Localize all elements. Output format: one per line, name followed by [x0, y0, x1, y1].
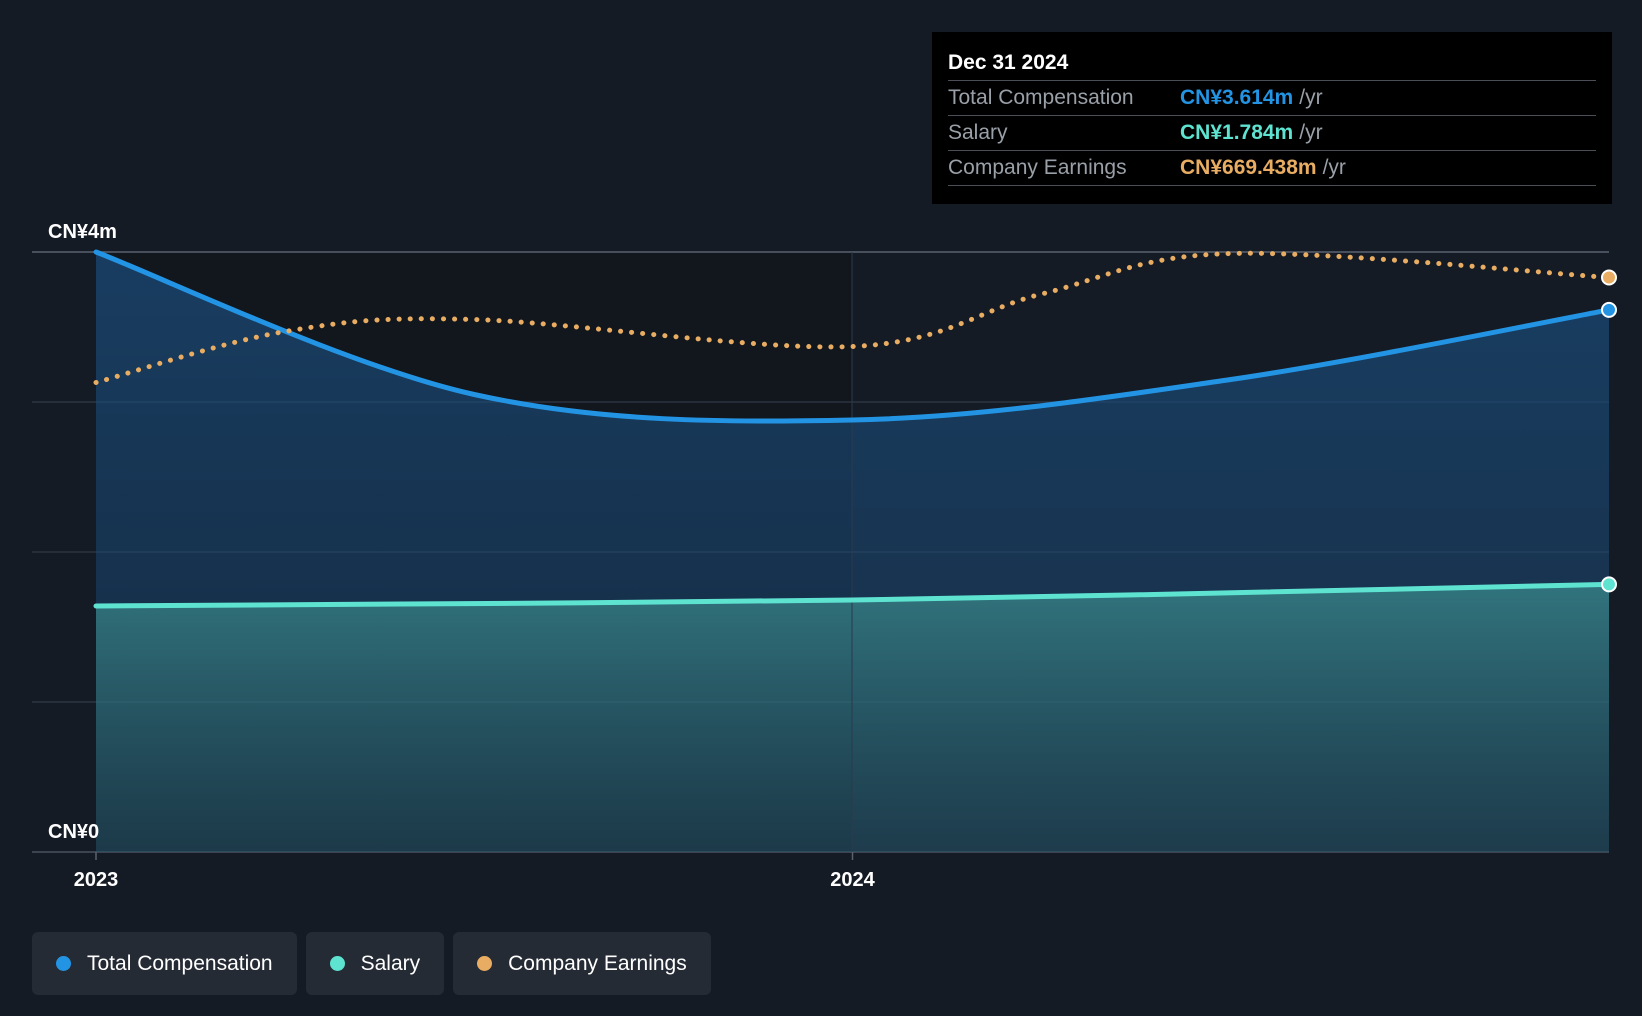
legend-dot-icon	[477, 956, 493, 971]
line-company-earnings	[93, 250, 1612, 385]
tooltip-label: Total Compensation	[948, 86, 1134, 109]
legend-salary[interactable]: Salary	[305, 932, 445, 995]
legend-label: Total Compensation	[87, 951, 273, 975]
y-axis-bottom-label: CN¥0	[48, 821, 99, 843]
legend-dot-icon	[56, 956, 71, 971]
tooltip-row-total-compensation: Total Compensation CN¥3.614m /yr	[948, 81, 1596, 116]
legend-label: Company Earnings	[508, 951, 687, 975]
tooltip-label: Salary	[948, 121, 1008, 144]
line-salary	[93, 581, 1612, 609]
endpoint-salary	[1601, 576, 1617, 593]
x-tick-label: 2024	[830, 869, 875, 891]
tooltip-value: CN¥669.438m	[1180, 156, 1317, 179]
series-lines	[93, 249, 1617, 609]
tooltip-value: CN¥1.784m	[1180, 121, 1294, 144]
tooltip-label: Company Earnings	[948, 156, 1127, 179]
axis-labels: CN¥4m CN¥0 2023 2024	[48, 221, 876, 891]
endpoint-company-earnings	[1601, 269, 1617, 286]
legend-dot-icon	[329, 956, 345, 971]
x-tick-label: 2023	[74, 869, 119, 891]
tooltip-row-company-earnings: Company Earnings CN¥669.438m /yr	[948, 151, 1596, 186]
endpoint-total-compensation	[1601, 301, 1617, 318]
tooltip-unit: /yr	[1299, 86, 1323, 109]
legend: Total Compensation Salary Company Earnin…	[32, 932, 711, 995]
tooltip-date: Dec 31 2024	[948, 46, 1596, 81]
line-total-compensation	[93, 249, 1612, 424]
tooltip-value: CN¥3.614m	[1180, 86, 1294, 109]
tooltip-row-salary: Salary CN¥1.784m /yr	[948, 116, 1596, 151]
tooltip: Dec 31 2024 Total Compensation CN¥3.614m…	[932, 32, 1612, 204]
tooltip-unit: /yr	[1299, 121, 1323, 144]
y-axis-top-label: CN¥4m	[48, 221, 117, 243]
legend-total-compensation[interactable]: Total Compensation	[32, 932, 297, 995]
tooltip-unit: /yr	[1322, 156, 1346, 179]
legend-label: Salary	[360, 951, 421, 975]
legend-company-earnings[interactable]: Company Earnings	[453, 932, 711, 995]
